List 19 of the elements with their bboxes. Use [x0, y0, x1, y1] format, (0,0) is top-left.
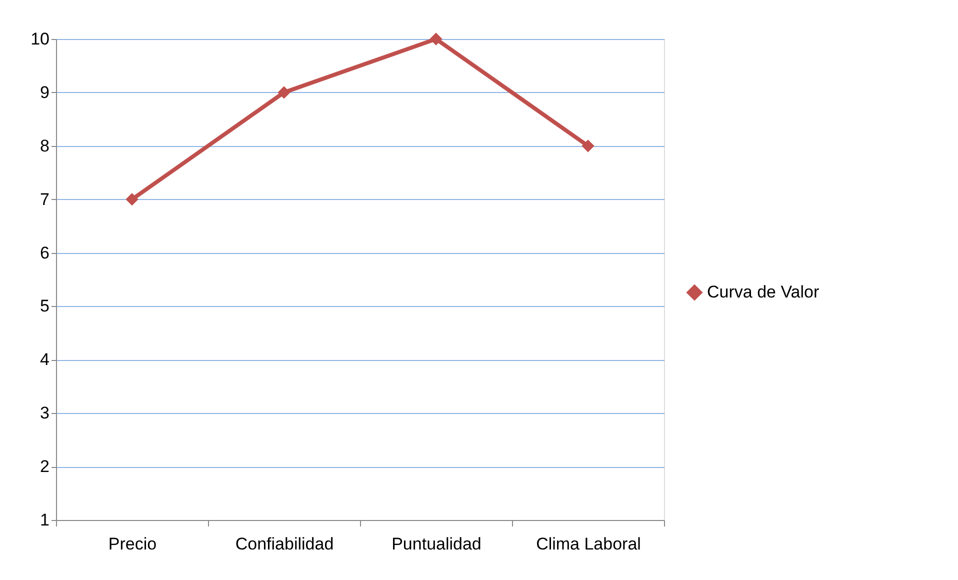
y-tick-label: 9	[40, 82, 50, 102]
y-tick-label: 4	[40, 350, 50, 370]
x-tick-label: Precio	[108, 534, 157, 554]
y-tick-label: 5	[40, 296, 50, 316]
x-tick-label: Puntualidad	[392, 534, 482, 554]
point	[126, 193, 138, 206]
y-tick-label: 10	[30, 30, 50, 48]
legend-label: Curva de Valor	[707, 282, 820, 302]
point	[278, 86, 290, 99]
point	[430, 32, 442, 46]
y-tick-label: 6	[40, 243, 50, 262]
y-tick-label: 8	[40, 136, 50, 156]
y-tick-label: 7	[40, 190, 50, 209]
x-tick-label: Clima Laboral	[536, 534, 641, 554]
x-tick-label: Confiabilidad	[235, 534, 334, 554]
point	[582, 140, 594, 152]
y-tick-label: 1	[40, 510, 50, 530]
y-tick-label: 2	[40, 457, 50, 476]
y-tick-label: 3	[40, 404, 50, 423]
